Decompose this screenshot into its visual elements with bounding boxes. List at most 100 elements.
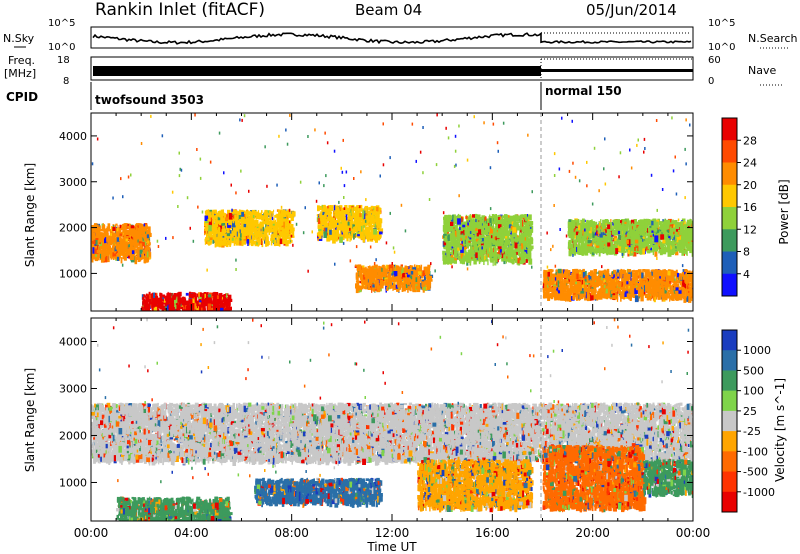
scatter-cell [288, 239, 291, 244]
scatter-cell [115, 243, 120, 250]
scatter-cell [407, 279, 409, 285]
scatter-cell [211, 219, 215, 224]
scatter-cell [212, 222, 214, 226]
scatter-cell [281, 220, 284, 226]
scatter-cell [347, 212, 351, 218]
scatter-cell [448, 235, 452, 242]
scatter-cell [494, 236, 496, 240]
scatter-cell [155, 292, 158, 296]
nsky-tick-bottom: 10^0 [48, 42, 75, 53]
scatter-cell [145, 238, 148, 243]
scatter-cell [270, 240, 273, 246]
scatter-cell [146, 309, 149, 311]
scatter-cell [382, 267, 386, 272]
scatter-cell [249, 230, 254, 236]
scatter-cell [474, 227, 479, 231]
scatter-cell [349, 236, 351, 242]
scatter-cell [515, 239, 519, 243]
scatter-cell [348, 205, 353, 210]
scatter-cell [146, 245, 150, 250]
scatter-cell [467, 220, 471, 226]
scatter-cell [376, 268, 379, 271]
scatter-cell [357, 227, 361, 232]
freq-unit-label: [MHz] [4, 67, 36, 80]
scatter-cell [204, 215, 209, 221]
scatter-cell [368, 277, 373, 285]
nsky-trace [92, 31, 692, 45]
scatter-cell [488, 237, 490, 241]
scatter-cell [203, 300, 207, 306]
scatter-cell [100, 256, 103, 259]
scatter-cell [245, 228, 247, 232]
scatter-cell [214, 228, 218, 233]
scatter-cell [227, 228, 230, 235]
scatter-cell [317, 226, 322, 229]
scatter-cell [284, 218, 286, 224]
scatter-cell [410, 279, 413, 284]
scatter-cell [457, 229, 460, 234]
scatter-cell [448, 243, 452, 249]
scatter-cell [214, 213, 217, 217]
scatter-cell [496, 239, 499, 242]
scatter-cell [261, 241, 264, 248]
scatter-cell [323, 221, 328, 228]
scatter-cell [351, 207, 354, 214]
scatter-cell [192, 304, 194, 311]
scatter-cell [503, 219, 507, 222]
scatter-cell [473, 258, 477, 265]
scatter-cell [498, 224, 502, 230]
scatter-cell [407, 285, 409, 293]
scatter-cell [482, 246, 484, 251]
scatter-cell [124, 254, 126, 259]
scatter-cell [147, 243, 151, 246]
scatter-cell [217, 233, 221, 238]
scatter-cell [201, 307, 203, 311]
scatter-cell [244, 229, 248, 236]
scatter-cell [389, 274, 391, 280]
scatter-cell [492, 230, 496, 236]
scatter-cell [116, 228, 119, 232]
scatter-cell [361, 274, 364, 278]
scatter-cell [216, 295, 219, 303]
scatter-cell [131, 250, 135, 255]
scatter-cell [494, 258, 497, 266]
scatter-cell [237, 211, 241, 214]
scatter-cell [282, 238, 284, 244]
scatter-cell [508, 231, 511, 236]
scatter-cell [224, 217, 226, 222]
scatter-cell [214, 292, 219, 295]
scatter-cell [196, 305, 198, 309]
scatter-cell [528, 214, 532, 221]
scatter-cell [103, 256, 108, 263]
scatter-cell [133, 245, 138, 248]
scatter-cell [402, 273, 406, 278]
scatter-cell [231, 239, 236, 244]
scatter-cell [278, 231, 283, 235]
scatter-cell [468, 250, 472, 253]
scatter-cell [477, 245, 479, 249]
scatter-cell [179, 299, 181, 305]
scatter-cell [529, 223, 532, 225]
scatter-cell [448, 255, 453, 261]
scatter-cell [270, 217, 271, 222]
scatter-cell [355, 272, 359, 279]
scatter-cell [471, 233, 474, 239]
scatter-cell [468, 215, 472, 221]
scatter-cell [268, 218, 271, 221]
scatter-cell [117, 225, 119, 230]
scatter-cell [354, 264, 357, 267]
scatter-cell [338, 205, 342, 209]
scatter-cell [400, 271, 403, 274]
scatter-cell [213, 233, 217, 240]
scatter-cell [120, 238, 122, 245]
scatter-cell [350, 228, 353, 232]
scatter-cell [282, 221, 286, 227]
scatter-cell [103, 232, 105, 239]
scatter-cell [96, 250, 100, 254]
scatter-cell [371, 232, 374, 239]
scatter-cell [164, 306, 167, 309]
scatter-cell [116, 227, 117, 235]
scatter-cell [496, 247, 499, 251]
scatter-cell [415, 277, 418, 282]
scatter-cell [412, 281, 415, 285]
